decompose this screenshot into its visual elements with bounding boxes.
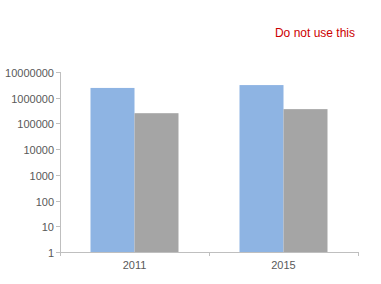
y-tick-label: 10	[42, 221, 54, 233]
y-tick-label: 10000000	[5, 67, 54, 79]
y-tick-label: 1	[48, 247, 54, 259]
y-tick-label: 1000000	[11, 93, 54, 105]
x-tick-label: 2015	[271, 259, 295, 271]
x-tick	[209, 252, 210, 256]
y-axis-line	[60, 72, 61, 252]
y-tick	[56, 98, 60, 99]
bar	[240, 85, 284, 252]
y-tick-label: 100	[36, 196, 54, 208]
chart-svg: 1 10 100 1000 10000 100000 1000000 10000000 2011…	[0, 0, 381, 284]
y-tick	[56, 175, 60, 176]
y-tick	[56, 123, 60, 124]
bar	[91, 88, 135, 252]
y-tick	[56, 252, 60, 253]
x-tick	[60, 252, 61, 256]
y-tick	[56, 149, 60, 150]
x-tick-label: 2011	[123, 259, 147, 271]
bar	[135, 113, 179, 252]
y-tick-label: 100000	[17, 118, 54, 130]
annotation: Do not use this	[275, 26, 355, 40]
y-tick	[56, 72, 60, 73]
y-tick-label: 1000	[30, 170, 54, 182]
chart-container: 1 10 100 1000 10000 100000 1000000 10000000 2011…	[0, 0, 381, 284]
y-tick-label: 10000	[23, 144, 54, 156]
bar	[284, 109, 328, 252]
x-tick	[358, 252, 359, 256]
y-tick	[56, 226, 60, 227]
bars	[91, 85, 328, 252]
y-tick	[56, 201, 60, 202]
